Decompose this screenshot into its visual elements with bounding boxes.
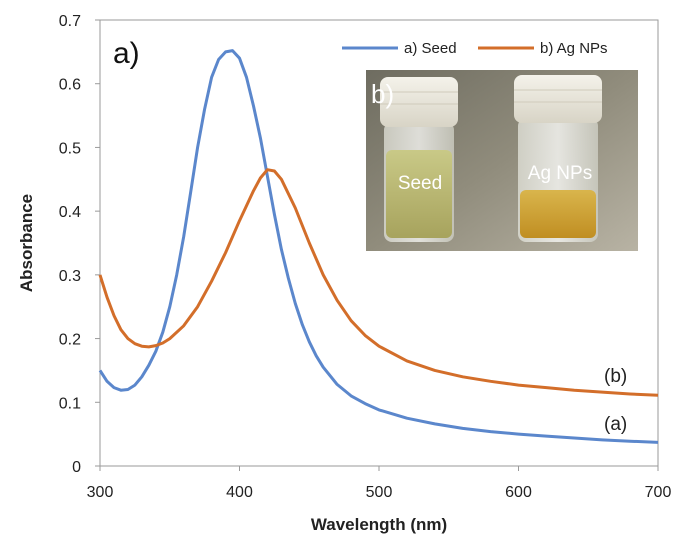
legend: a) Seed b) Ag NPs [342, 40, 608, 57]
seed-vial-image [380, 77, 458, 242]
inset-panel-label: b) [371, 79, 394, 109]
x-tick-label: 600 [505, 484, 532, 501]
curve-label-a: (a) [604, 414, 627, 435]
agnps-vial-label: Ag NPs [528, 163, 592, 184]
y-tick-label: 0.5 [59, 140, 81, 157]
seed-vial-label: Seed [398, 173, 442, 194]
y-tick-label: 0 [72, 459, 81, 476]
legend-label-seed: a) Seed [404, 40, 457, 57]
inset-photo: b) Seed Ag NPs [366, 70, 638, 251]
y-tick-label: 0.6 [59, 77, 81, 94]
x-tick-label: 300 [87, 484, 114, 501]
y-tick-label: 0.7 [59, 13, 81, 30]
y-tick-label: 0.3 [59, 268, 81, 285]
agnps-vial-image [514, 75, 602, 242]
y-tick-label: 0.2 [59, 332, 81, 349]
y-axis: 0 0.1 0.2 0.3 0.4 0.5 0.6 0.7 [59, 13, 100, 476]
x-axis-title: Wavelength (nm) [311, 515, 447, 534]
x-tick-label: 400 [226, 484, 253, 501]
series-layer [98, 49, 659, 444]
series-line-seed [98, 49, 659, 444]
x-tick-label: 700 [645, 484, 672, 501]
legend-label-agnps: b) Ag NPs [540, 40, 608, 57]
series-line-agnps [98, 168, 659, 397]
x-tick-label: 500 [366, 484, 393, 501]
y-tick-label: 0.1 [59, 395, 81, 412]
x-axis: 300 400 500 600 700 [87, 466, 672, 501]
curve-label-b: (b) [604, 366, 627, 387]
y-tick-label: 0.4 [59, 204, 81, 221]
y-axis-title: Absorbance [17, 194, 36, 292]
panel-label-a: a) [113, 37, 140, 70]
